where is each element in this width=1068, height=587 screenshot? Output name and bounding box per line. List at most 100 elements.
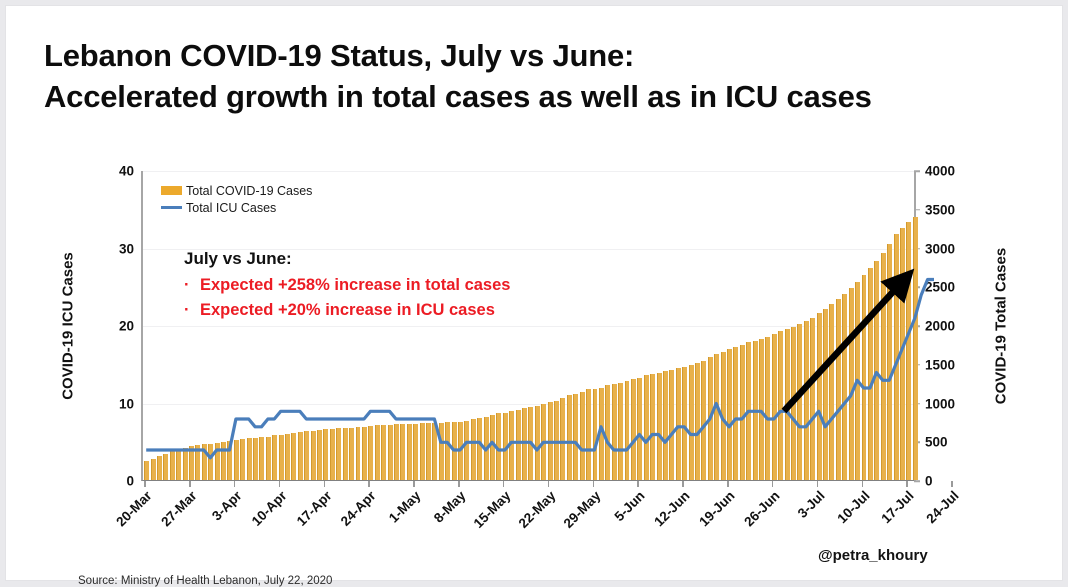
bar — [534, 405, 540, 480]
y-tick-primary: 10 — [118, 396, 134, 411]
annotation-bullet-text: Expected +258% increase in total cases — [200, 276, 511, 294]
bar — [816, 313, 822, 480]
bar — [355, 427, 361, 480]
icu-line-path — [146, 277, 934, 460]
bar — [797, 324, 803, 480]
bar — [240, 439, 246, 480]
bar — [445, 422, 451, 480]
annotation-bullet-text: Expected +20% increase in ICU cases — [200, 301, 495, 320]
bar — [867, 267, 873, 480]
bar — [208, 443, 214, 480]
bullet-marker-icon: · — [184, 301, 190, 320]
bar — [733, 347, 739, 480]
bar — [810, 318, 816, 480]
bar — [323, 429, 329, 480]
bar — [227, 440, 233, 480]
bar — [630, 379, 636, 480]
bar — [624, 381, 630, 480]
bar — [727, 349, 732, 480]
x-tick-mark — [189, 481, 191, 487]
bar — [502, 412, 508, 480]
icu-line-series — [146, 277, 934, 460]
bar — [349, 427, 355, 480]
x-tick-mark — [592, 481, 595, 487]
bar — [829, 304, 835, 480]
bar — [291, 432, 297, 480]
y-tick-mark — [914, 170, 920, 172]
bar — [637, 377, 643, 480]
bar — [304, 431, 310, 480]
bar — [221, 441, 226, 480]
y-tick-primary: 40 — [118, 163, 134, 179]
bar — [490, 414, 495, 480]
bar — [163, 454, 169, 480]
source-note: Source: Ministry of Health Lebanon, July… — [78, 575, 333, 587]
bar — [368, 426, 374, 480]
bar — [823, 308, 829, 480]
bar — [477, 418, 483, 480]
x-tick-mark — [278, 481, 281, 487]
gridline — [143, 248, 914, 250]
bar — [182, 448, 188, 480]
bar — [278, 434, 284, 480]
bar — [803, 321, 809, 480]
y-tick-primary: 20 — [118, 318, 134, 334]
bar — [771, 333, 777, 480]
bar — [413, 423, 419, 480]
bar — [765, 336, 771, 480]
bar — [592, 389, 598, 480]
bar — [650, 373, 656, 480]
plot-area: 0 10 20 30 40 0 500 1000 1500 2000 2500 3000 3500 400… — [119, 164, 955, 489]
bar — [848, 287, 854, 480]
bar — [669, 369, 675, 480]
bar — [317, 430, 323, 480]
bar — [515, 409, 521, 480]
bar — [374, 425, 380, 480]
bar — [214, 442, 220, 480]
y-tick-secondary: 0 — [925, 473, 933, 489]
bar — [566, 394, 572, 480]
x-tick-mark — [906, 481, 908, 487]
bar — [662, 371, 668, 480]
y-tick-secondary: 1500 — [925, 357, 956, 373]
bar — [253, 437, 258, 480]
bar — [688, 364, 694, 480]
bar — [297, 432, 303, 480]
bar — [381, 425, 387, 480]
author-handle: @petra_khoury — [818, 547, 928, 564]
legend-label-icu-cases: Total ICU Cases — [186, 200, 277, 215]
bar — [438, 422, 444, 480]
bar — [643, 375, 649, 480]
bar — [432, 422, 438, 480]
bar — [150, 459, 156, 480]
x-tick-mark — [637, 481, 639, 487]
gridline — [143, 326, 914, 327]
x-tick-mark — [682, 481, 684, 487]
line-swatch-icon — [161, 205, 182, 210]
y-tick-secondary: 3000 — [925, 241, 956, 256]
x-tick-mark — [413, 481, 415, 487]
slide-canvas: Lebanon COVID-19 Status, July vs June: A… — [6, 6, 1062, 587]
bar — [739, 344, 745, 480]
x-tick-mark — [458, 481, 460, 487]
bullet-marker-icon: · — [184, 276, 190, 294]
bar — [195, 445, 201, 480]
bar — [778, 331, 784, 480]
bar — [874, 260, 880, 480]
legend-item-icu-cases: Total ICU Cases — [161, 199, 312, 216]
y-tick-secondary: 1000 — [925, 396, 956, 411]
bar — [701, 360, 707, 480]
legend-label-total-cases: Total COVID-19 Cases — [186, 183, 313, 198]
bar — [887, 243, 893, 480]
x-tick-mark — [771, 481, 774, 487]
bar — [406, 423, 412, 480]
bar — [176, 449, 182, 480]
bar — [694, 362, 700, 480]
annotation-bullet-icu-cases: · Expected +20% increase in ICU cases — [184, 300, 510, 321]
bar — [912, 216, 918, 480]
y-tick-secondary: 2000 — [925, 318, 956, 334]
bar — [259, 437, 265, 480]
bar — [285, 434, 291, 480]
bar — [880, 252, 886, 480]
y-tick-primary: 0 — [126, 473, 134, 489]
